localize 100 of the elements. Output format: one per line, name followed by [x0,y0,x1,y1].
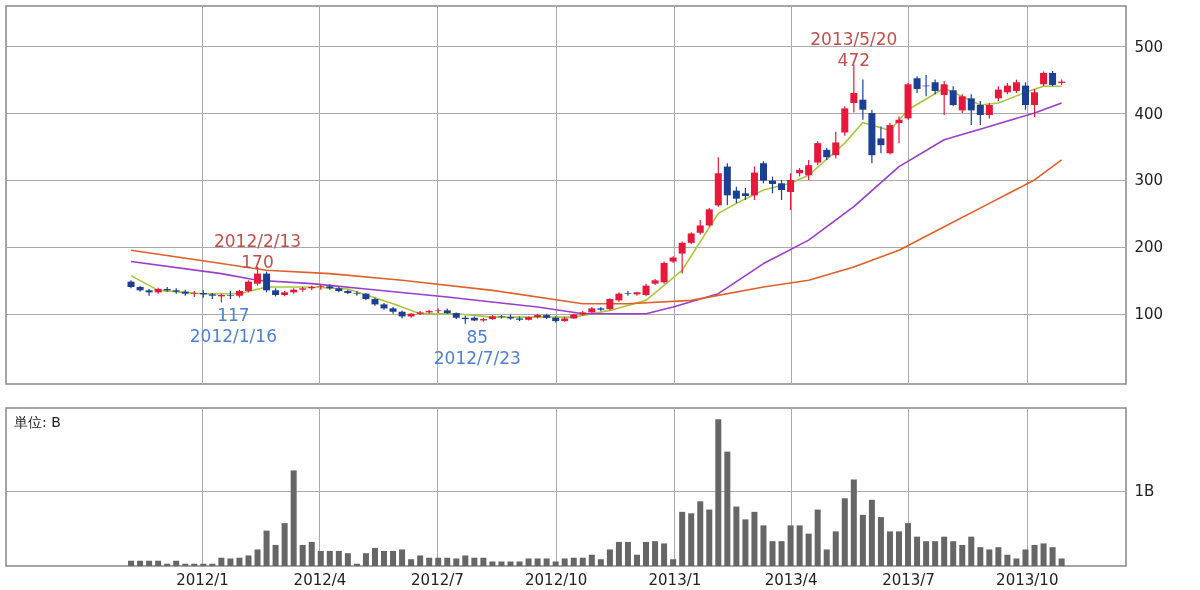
x-tick-label: 2013/10 [996,570,1059,589]
bar [787,525,794,566]
candlestick [850,64,858,113]
bar [661,543,668,566]
x-tick-label: 2012/1 [176,570,229,589]
bar [814,509,821,566]
bar [290,470,297,566]
bar [552,561,559,566]
bar [606,549,613,566]
bar [850,479,857,566]
bar [950,541,957,566]
bar [914,536,921,566]
candlestick [759,160,767,184]
bar [959,544,966,566]
bar [742,519,749,566]
bar [263,530,270,566]
bar [868,499,875,566]
candlestick [787,172,795,211]
annotation: 2012/2/13 170 [213,230,302,272]
bar [995,547,1002,566]
candlestick [750,165,758,201]
bar [769,541,776,566]
bar [516,561,523,566]
bar [471,557,478,566]
bar [272,544,279,566]
y-tick-label: 300 [1134,171,1164,190]
bar [444,557,451,566]
bar [218,557,225,566]
y-tick-label: 100 [1134,305,1164,324]
bar [670,559,677,566]
bar [877,517,884,566]
candlestick [1021,81,1029,111]
bar [570,557,577,566]
bar [760,525,767,566]
bar [615,541,622,566]
bar [724,451,731,566]
bar [968,536,975,566]
candlestick [353,290,361,297]
bar [597,559,604,566]
bar [841,498,848,566]
bar [1040,543,1047,566]
bar [832,531,839,566]
y-tick-label: 400 [1134,104,1164,123]
candlestick [967,93,975,126]
line-series [130,159,1063,305]
bar [381,550,388,566]
candlestick [263,271,271,293]
x-tick-label: 2013/4 [764,570,818,589]
bar [281,523,288,566]
bar [643,541,650,566]
annotation: 単位: B [14,414,61,430]
candlestick [958,93,966,114]
bar [859,514,866,566]
bar [236,557,243,566]
candlestick [678,240,686,275]
bar [426,557,433,566]
bar [498,561,505,566]
candlestick [859,78,867,121]
bar [390,550,397,566]
bar [905,523,912,566]
bar [543,558,550,566]
bar [462,555,469,566]
candlestick [940,80,948,116]
bar [525,558,532,566]
bar [299,544,306,566]
y-tick-label: 500 [1134,37,1164,56]
annotation: 117 2012/1/16 [189,305,277,347]
bar [796,525,803,566]
bar [932,541,939,566]
annotation: 85 2012/7/23 [433,326,521,368]
candlestick [778,179,786,201]
bar [715,419,722,566]
bar [633,554,640,566]
bar [941,536,948,566]
bar [408,559,415,566]
candlestick [877,125,885,154]
bar [507,561,514,566]
bar [588,554,595,566]
candlestick [805,159,813,181]
bar [1004,554,1011,566]
x-tick-label: 2012/4 [293,570,347,589]
bar [688,513,695,566]
bar [173,560,180,566]
candlestick [1031,88,1039,118]
y-tick-label: 1B [1134,482,1155,501]
candlestick [976,100,984,126]
candlestick [949,85,957,107]
x-tick-label: 2012/7 [411,570,464,589]
bar [778,541,785,566]
bar [371,547,378,566]
candlestick [660,260,668,285]
candlestick [814,140,822,166]
candlestick [895,115,903,144]
bar [128,560,135,566]
bar [896,531,902,566]
bar [679,511,686,566]
bar [254,549,261,566]
candlestick [254,266,262,287]
bar [146,560,153,566]
annotation: 2013/5/20 472 [810,28,898,70]
